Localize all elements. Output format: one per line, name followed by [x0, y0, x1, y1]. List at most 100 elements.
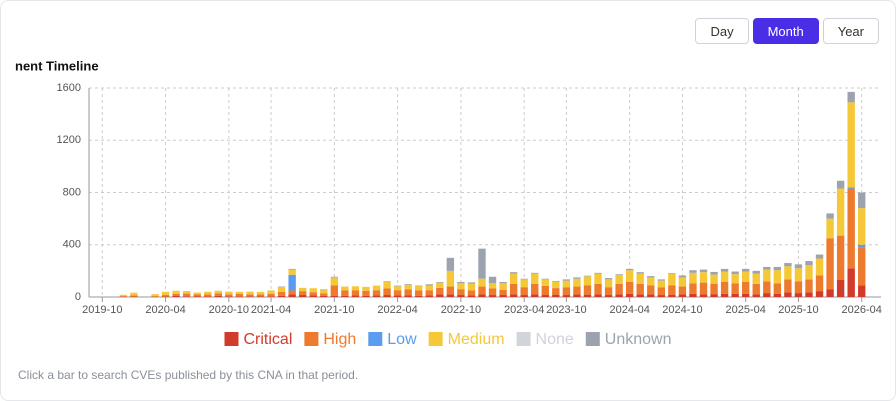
bar-segment[interactable] [678, 286, 687, 295]
bar-segment[interactable] [552, 281, 560, 289]
bar-segment[interactable] [625, 268, 634, 271]
bar-segment[interactable] [404, 284, 412, 285]
bar-segment[interactable] [805, 261, 813, 265]
bar-segment[interactable] [457, 289, 465, 296]
bar-segment[interactable] [172, 290, 180, 294]
legend-swatch[interactable] [368, 332, 383, 346]
bar-segment[interactable] [372, 285, 381, 291]
bar-segment[interactable] [246, 296, 254, 297]
bar-segment[interactable] [583, 294, 592, 297]
bar-segment[interactable] [267, 290, 275, 294]
bar-segment[interactable] [478, 294, 486, 297]
bar-segment[interactable] [720, 281, 729, 294]
bar-segment[interactable] [731, 293, 739, 297]
bar-segment[interactable] [573, 294, 581, 297]
bar-segment[interactable] [362, 295, 370, 297]
bar-segment[interactable] [636, 273, 644, 284]
bar-segment[interactable] [467, 290, 476, 296]
bar-segment[interactable] [499, 295, 507, 297]
bar-segment[interactable] [182, 296, 191, 297]
bar-segment[interactable] [594, 273, 602, 284]
bar-segment[interactable] [541, 279, 549, 286]
bar-segment[interactable] [836, 188, 845, 236]
bar-segment[interactable] [615, 274, 623, 284]
bar-segment[interactable] [351, 286, 360, 291]
bar-segment[interactable] [478, 278, 486, 287]
bar-segment[interactable] [225, 296, 233, 297]
bar-segment[interactable] [625, 270, 634, 282]
bar-segment[interactable] [604, 278, 613, 280]
bar-segment[interactable] [119, 296, 128, 297]
period-button[interactable]: Month [752, 18, 819, 44]
legend-swatch[interactable] [585, 332, 600, 346]
bar-segment[interactable] [636, 283, 644, 295]
bar-segment[interactable] [657, 287, 666, 296]
bar-segment[interactable] [625, 293, 634, 297]
bar-segment[interactable] [193, 294, 201, 297]
bar-segment[interactable] [689, 293, 697, 297]
bar-segment[interactable] [773, 283, 782, 294]
bar-segment[interactable] [362, 290, 370, 296]
period-button[interactable]: Day [695, 18, 749, 44]
bar-segment[interactable] [130, 295, 138, 297]
bar-segment[interactable] [826, 213, 834, 219]
bar-segment[interactable] [836, 235, 845, 281]
bar-segment[interactable] [573, 278, 581, 287]
bar-segment[interactable] [277, 291, 286, 296]
legend-swatch[interactable] [304, 332, 319, 346]
bar-segment[interactable] [794, 281, 803, 294]
bar-segment[interactable] [499, 289, 507, 296]
bar-segment[interactable] [425, 295, 433, 297]
bar-segment[interactable] [731, 274, 739, 284]
legend-label[interactable]: High [323, 331, 356, 348]
bar-segment[interactable] [488, 276, 497, 284]
bar-segment[interactable] [425, 285, 433, 291]
bar-segment[interactable] [710, 294, 718, 297]
bar-segment[interactable] [615, 274, 623, 275]
bar-segment[interactable] [773, 293, 782, 297]
legend-swatch[interactable] [224, 332, 239, 346]
bar-segment[interactable] [499, 281, 507, 284]
bar-segment[interactable] [172, 293, 180, 296]
bar-segment[interactable] [794, 264, 803, 269]
bar-segment[interactable] [277, 286, 286, 288]
bar-segment[interactable] [214, 293, 222, 296]
bar-segment[interactable] [193, 292, 201, 295]
bar-segment[interactable] [288, 294, 296, 297]
bar-segment[interactable] [256, 296, 265, 297]
bar-segment[interactable] [256, 291, 265, 295]
bar-segment[interactable] [277, 287, 286, 292]
bar-segment[interactable] [520, 279, 528, 288]
bar-segment[interactable] [309, 295, 317, 297]
legend-swatch[interactable] [428, 332, 443, 346]
bar-segment[interactable] [562, 287, 571, 296]
bar-segment[interactable] [225, 291, 233, 295]
legend-label[interactable]: None [536, 331, 574, 348]
bar-segment[interactable] [647, 276, 655, 278]
bar-segment[interactable] [404, 289, 412, 296]
bar-segment[interactable] [636, 272, 644, 274]
bar-segment[interactable] [552, 288, 560, 295]
bar-segment[interactable] [815, 254, 824, 259]
bar-segment[interactable] [710, 274, 718, 284]
bar-segment[interactable] [668, 273, 676, 286]
legend-label[interactable]: Unknown [605, 331, 672, 348]
bar-segment[interactable] [320, 293, 328, 296]
bar-segment[interactable] [858, 247, 866, 286]
bar-segment[interactable] [647, 277, 655, 286]
bar-segment[interactable] [509, 272, 518, 274]
bar-segment[interactable] [288, 268, 296, 270]
bar-segment[interactable] [204, 296, 212, 297]
bar-segment[interactable] [615, 283, 623, 295]
bar-segment[interactable] [246, 294, 254, 297]
bar-segment[interactable] [214, 290, 222, 294]
bar-segment[interactable] [573, 286, 581, 295]
bar-segment[interactable] [847, 268, 855, 297]
bar-segment[interactable] [657, 295, 666, 297]
bar-segment[interactable] [847, 187, 855, 189]
bar-segment[interactable] [531, 283, 539, 295]
bar-segment[interactable] [794, 268, 803, 282]
bar-segment[interactable] [752, 283, 760, 295]
bar-segment[interactable] [847, 188, 855, 269]
bar-segment[interactable] [362, 286, 370, 291]
